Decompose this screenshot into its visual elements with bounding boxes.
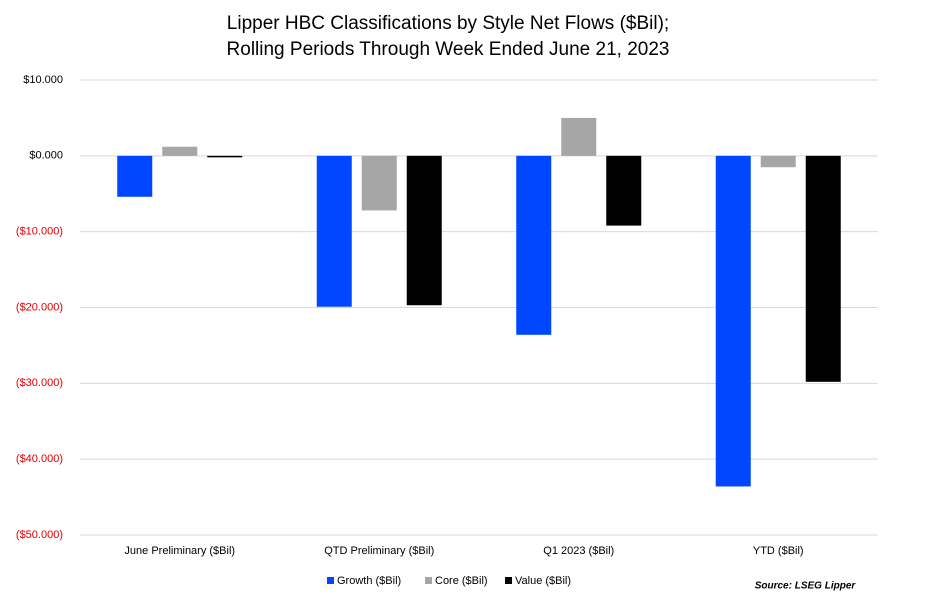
bar <box>361 155 397 211</box>
bar <box>316 155 352 307</box>
bar <box>606 155 642 226</box>
y-tick-label: $0.000 <box>29 150 63 162</box>
bar <box>207 155 243 158</box>
y-tick-label: ($20.000) <box>16 301 63 313</box>
chart-title: Lipper HBC Classifications by Style Net … <box>227 13 669 34</box>
source-note: Source: LSEG Lipper <box>755 581 857 592</box>
y-tick-label: ($30.000) <box>16 377 63 389</box>
y-tick-label: ($40.000) <box>16 453 63 465</box>
bar <box>561 117 597 156</box>
bar <box>162 146 198 156</box>
legend-label: Core ($Bil) <box>435 575 488 587</box>
y-tick-label: ($10.000) <box>16 226 63 238</box>
legend-swatch <box>425 577 432 584</box>
bar <box>406 155 442 306</box>
bar <box>805 155 841 382</box>
bar <box>760 155 796 168</box>
y-tick-label: $10.000 <box>23 74 63 86</box>
chart-title: Rolling Periods Through Week Ended June … <box>227 39 670 60</box>
x-tick-label: YTD ($Bil) <box>753 545 804 557</box>
legend-label: Value ($Bil) <box>515 575 571 587</box>
bar <box>715 155 751 487</box>
legend-swatch <box>327 577 334 584</box>
x-tick-label: June Preliminary ($Bil) <box>124 545 235 557</box>
x-tick-label: Q1 2023 ($Bil) <box>543 545 614 557</box>
bar <box>516 155 552 335</box>
legend-swatch <box>505 577 512 584</box>
x-tick-label: QTD Preliminary ($Bil) <box>324 545 434 557</box>
bar <box>117 155 153 197</box>
legend-label: Growth ($Bil) <box>337 575 401 587</box>
y-tick-label: ($50.000) <box>16 529 63 541</box>
